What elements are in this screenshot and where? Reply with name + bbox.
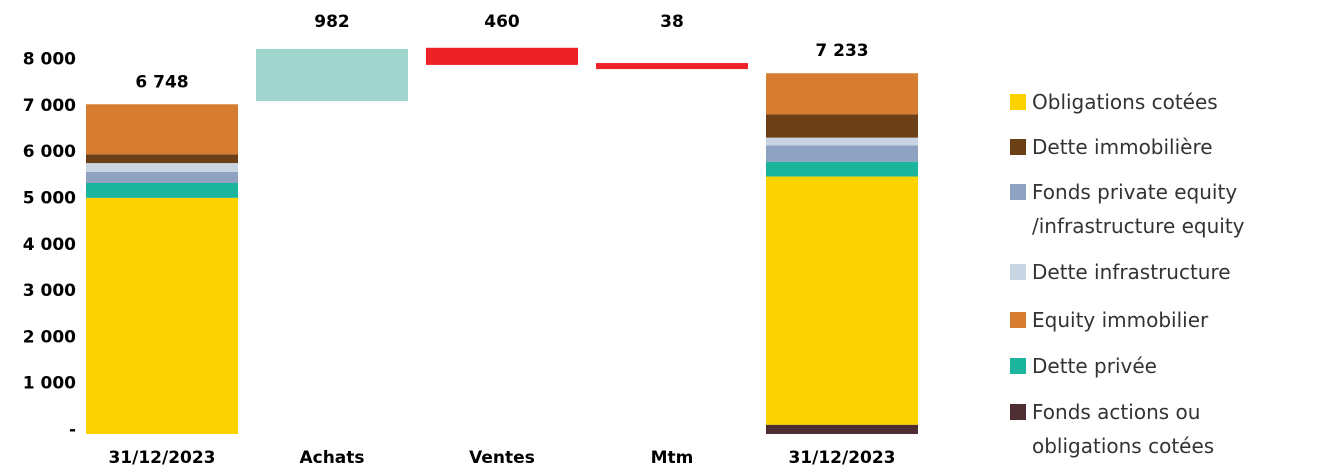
bar-segment [86, 197, 238, 434]
y-tick-label: 4 000 [23, 235, 76, 255]
legend-swatch [1010, 358, 1026, 374]
legend-item: Obligations cotées [1010, 85, 1315, 119]
legend-label: Fonds private equity /infrastructure equ… [1032, 180, 1245, 238]
y-tick-label: - [69, 420, 76, 440]
bar-segment [86, 163, 238, 172]
y-tick-label: 7 000 [23, 96, 76, 116]
bar-segment [766, 137, 918, 146]
legend-swatch [1010, 184, 1026, 200]
legend-item: Dette infrastructure [1010, 255, 1315, 289]
floating-bar [596, 63, 748, 70]
x-tick-label: 31/12/2023 [788, 448, 895, 468]
annotation: 460 [484, 12, 520, 32]
plot: - 1 000 2 000 3 000 4 000 5 000 6 000 7 000 8 00… [23, 12, 918, 468]
x-tick-label: Ventes [469, 448, 535, 468]
y-tick-label: 1 000 [23, 374, 76, 394]
legend-item: Equity immobilier [1010, 303, 1315, 337]
bar-segment [86, 154, 238, 164]
legend-swatch [1010, 139, 1026, 155]
legend-item: Dette privée [1010, 349, 1315, 383]
annotation: 6 748 [135, 72, 188, 92]
annotation: 7 233 [815, 41, 868, 61]
bar-segment [766, 73, 918, 115]
legend-item: Dette immobilière [1010, 130, 1315, 164]
annotation: 982 [314, 12, 350, 32]
legend-label: Dette privée [1032, 354, 1157, 378]
legend-label: Dette infrastructure [1032, 260, 1231, 284]
bar-segment [766, 145, 918, 162]
y-tick-label: 2 000 [23, 327, 76, 347]
bar-segment [86, 171, 238, 184]
y-tick-label: 6 000 [23, 142, 76, 162]
bar-segment [86, 183, 238, 198]
floating-bar [256, 48, 408, 102]
legend-swatch [1010, 312, 1026, 328]
x-tick-label: Achats [299, 448, 364, 468]
legend-label: Dette immobilière [1032, 135, 1213, 159]
bar-segment [766, 114, 918, 138]
legend-swatch [1010, 404, 1026, 420]
x-tick-label: Mtm [651, 448, 694, 468]
bar-segment [766, 424, 918, 434]
floating-bar [426, 47, 578, 65]
x-tick-label: 31/12/2023 [108, 448, 215, 468]
legend-swatch [1010, 94, 1026, 110]
annotation: 38 [660, 12, 684, 32]
legend-swatch [1010, 264, 1026, 280]
y-tick-label: 5 000 [23, 188, 76, 208]
bar-segment [86, 104, 238, 155]
bar-segment [766, 176, 918, 425]
legend-label: Obligations cotées [1032, 90, 1218, 114]
legend-item: Fonds private equity /infrastructure equ… [1010, 175, 1315, 243]
y-tick-label: 8 000 [23, 50, 76, 70]
y-tick-label: 3 000 [23, 281, 76, 301]
bar-segment [766, 161, 918, 177]
legend-label: Equity immobilier [1032, 308, 1209, 332]
legend-item: Fonds actions ou obligations cotées [1010, 395, 1315, 463]
legend-label: Fonds actions ou obligations cotées [1032, 400, 1215, 458]
